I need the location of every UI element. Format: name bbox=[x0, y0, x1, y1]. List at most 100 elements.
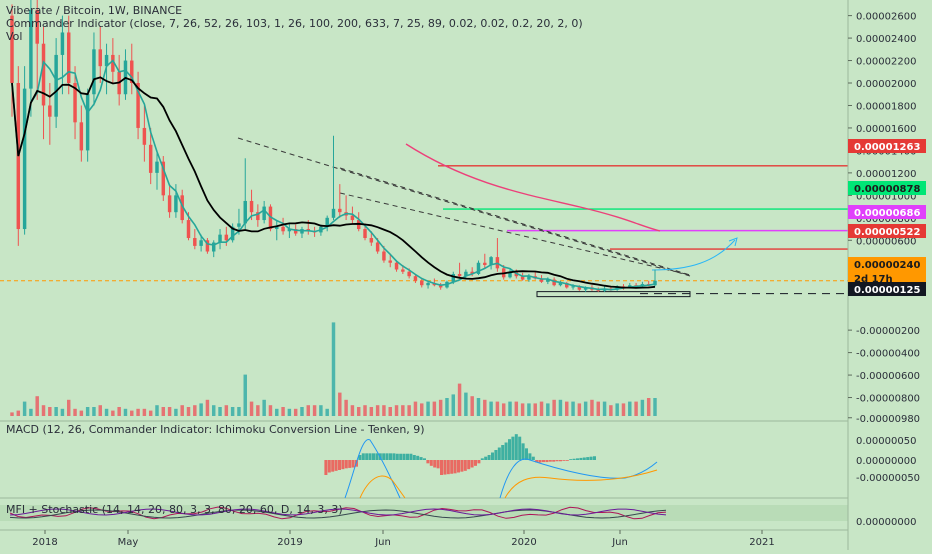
price-tag-label: 0.00000240 bbox=[854, 260, 920, 271]
candle-body bbox=[54, 54, 58, 117]
volume-bar bbox=[375, 405, 380, 416]
volume-bar bbox=[281, 407, 285, 416]
volume-bar bbox=[142, 408, 147, 416]
macd-histogram-bar bbox=[344, 460, 348, 469]
candle-body bbox=[199, 240, 203, 246]
volume-bar bbox=[293, 408, 298, 416]
volume-bar bbox=[609, 405, 613, 416]
macd-histogram-bar bbox=[429, 460, 433, 466]
price-tag-bg bbox=[848, 205, 926, 219]
volume-bar bbox=[325, 408, 329, 416]
volume-bar bbox=[111, 410, 115, 416]
projection-arrow bbox=[651, 239, 736, 271]
candle-body bbox=[438, 285, 443, 288]
price-tag-bg bbox=[848, 282, 926, 296]
candle-body bbox=[331, 208, 336, 218]
candle-body bbox=[155, 161, 159, 173]
price-tag-label: 0.00000686 bbox=[854, 208, 920, 219]
macd-histogram-bar bbox=[494, 450, 498, 460]
time-axis[interactable]: 2018 May 2019 Jun 2020 Jun 2021 bbox=[32, 530, 775, 548]
macd-histogram-bar bbox=[480, 458, 484, 460]
macd-histogram-bar bbox=[395, 453, 399, 460]
volume-bar bbox=[583, 401, 588, 416]
macd-histogram-bar bbox=[582, 457, 586, 460]
macd-signal-line-2 bbox=[504, 469, 658, 499]
time-tick-label: 2018 bbox=[32, 537, 57, 548]
price-tick-label: 0.00002200 bbox=[856, 57, 916, 68]
candle-body bbox=[583, 287, 588, 290]
macd-tick-label: 0.00000050 bbox=[856, 436, 916, 447]
volume-bar bbox=[420, 403, 424, 416]
volume-bar bbox=[653, 398, 657, 416]
trendline-upper bbox=[237, 137, 691, 277]
candle-body bbox=[35, 10, 39, 44]
price-tag-label: 0.00000878 bbox=[854, 184, 920, 195]
candle-body bbox=[92, 49, 96, 95]
candle-body bbox=[363, 229, 367, 239]
candle-body bbox=[230, 226, 235, 241]
macd-histogram-bar bbox=[463, 460, 467, 471]
volume-bar bbox=[123, 408, 128, 416]
candle-body bbox=[10, 15, 14, 84]
volume-bar bbox=[565, 401, 569, 416]
volume-bars bbox=[10, 322, 657, 416]
macd-histogram-bar bbox=[593, 456, 596, 460]
macd-histogram-bar bbox=[576, 458, 579, 460]
volume-bar bbox=[514, 401, 519, 416]
price-tick-label: 0.00001600 bbox=[856, 124, 916, 135]
volume-bar bbox=[73, 408, 77, 416]
volume-bar bbox=[312, 405, 317, 416]
macd-histogram-bar bbox=[470, 460, 474, 468]
macd-pane bbox=[324, 434, 658, 499]
volume-bar bbox=[22, 401, 27, 416]
price-tag-bg bbox=[848, 271, 926, 285]
candle-body bbox=[508, 271, 512, 278]
vol-label: Vol bbox=[6, 30, 22, 43]
price-tick-label: -0.00000200 bbox=[856, 326, 920, 337]
grid bbox=[0, 420, 848, 531]
mfi-band bbox=[0, 505, 848, 521]
volume-bar bbox=[432, 401, 437, 416]
candle-body bbox=[174, 195, 178, 213]
price-tick-label: 0.00001800 bbox=[856, 101, 916, 112]
macd-histogram-bar bbox=[372, 453, 375, 460]
price-axis[interactable]: 0.00002600 0.00002400 0.00002200 0.00002000… bbox=[847, 0, 926, 550]
macd-histogram-bar bbox=[443, 460, 447, 475]
candle-body bbox=[401, 269, 405, 272]
macd-histogram-bar bbox=[348, 460, 352, 468]
macd-histogram-bar bbox=[477, 460, 481, 464]
volume-bar bbox=[174, 408, 178, 416]
macd-histogram-bar bbox=[341, 460, 345, 470]
price-tick-label: 0.00000600 bbox=[856, 236, 916, 247]
volume-bar bbox=[426, 401, 430, 416]
candle-body bbox=[98, 49, 102, 67]
macd-label: MACD (12, 26, Commander Indicator: Ichim… bbox=[6, 423, 425, 436]
candle-body bbox=[325, 217, 329, 227]
volume-bar bbox=[495, 401, 500, 416]
mfi-pane bbox=[0, 505, 848, 521]
macd-histogram-bar bbox=[361, 453, 365, 460]
volume-bar bbox=[41, 405, 46, 416]
candle-body bbox=[451, 273, 456, 282]
volume-bar bbox=[546, 403, 550, 416]
candle-body bbox=[256, 212, 260, 221]
volume-bar bbox=[533, 403, 537, 416]
ma-slow-line bbox=[11, 76, 656, 289]
moving-averages bbox=[11, 59, 656, 291]
macd-histogram-bar bbox=[518, 436, 522, 460]
macd-signal-line bbox=[359, 475, 406, 499]
volume-bar bbox=[382, 405, 386, 416]
volume-bar bbox=[230, 407, 235, 416]
macd-histogram-bar bbox=[412, 455, 416, 460]
candle-body bbox=[243, 200, 247, 224]
candle-body bbox=[167, 195, 172, 213]
volume-bar bbox=[590, 399, 594, 416]
macd-histogram-bar bbox=[531, 456, 535, 460]
volume-bar bbox=[67, 399, 71, 416]
volume-bar bbox=[476, 398, 481, 416]
macd-histogram-bar bbox=[457, 460, 460, 473]
macd-line-2 bbox=[499, 458, 658, 499]
price-tick-label: -0.00000400 bbox=[856, 349, 920, 360]
macd-histogram-bar bbox=[399, 453, 403, 460]
